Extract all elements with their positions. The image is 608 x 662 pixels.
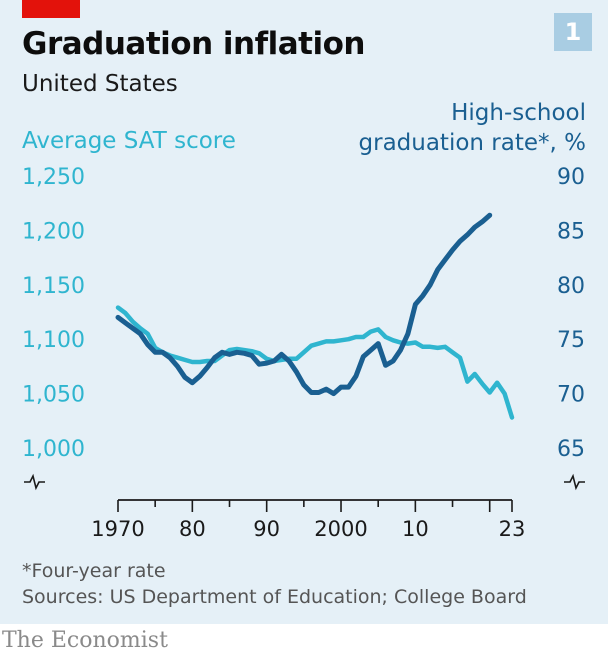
- chart-subtitle: United States: [22, 71, 178, 97]
- left-tick-label: 1,150: [22, 274, 85, 299]
- chart-title: Graduation inflation: [22, 26, 365, 62]
- series-lines: [115, 212, 515, 420]
- left-tick-label: 1,050: [22, 383, 85, 408]
- x-axis: 1970 80 90 2000 10 23: [91, 499, 526, 541]
- x-tick-label: 90: [253, 517, 280, 541]
- left-tick-label: 1,250: [22, 165, 85, 190]
- right-tick-label: 85: [557, 219, 585, 244]
- right-axis-label-line1: High-school: [451, 100, 586, 126]
- dual-axis-line-chart: 1,250 1,200 1,150 1,100 1,050 1,000 90 85 80 75 7…: [22, 165, 585, 541]
- x-tick-label: 80: [179, 517, 206, 541]
- graduation-rate-line: [115, 212, 493, 397]
- left-tick-label: 1,100: [22, 328, 85, 353]
- x-tick-label: 2000: [314, 517, 367, 541]
- left-tick-label: 1,000: [22, 437, 85, 462]
- chart-number-badge: 1: [554, 13, 592, 51]
- right-axis-label: High-school graduation rate*, %: [359, 98, 586, 158]
- right-axis-ticks: 90 85 80 75 70 65: [557, 165, 585, 462]
- footnote: *Four-year rate: [22, 560, 166, 582]
- right-axis-label-line2: graduation rate*, %: [358, 130, 586, 156]
- sat-score-line: [115, 305, 515, 420]
- x-tick-label: 10: [402, 517, 429, 541]
- left-tick-label: 1,200: [22, 219, 85, 244]
- axis-break-icon: [564, 473, 585, 491]
- x-tick-label: 1970: [91, 517, 144, 541]
- right-tick-label: 90: [557, 165, 585, 190]
- footer-bar: The Economist: [0, 624, 608, 662]
- brand-red-tab: [22, 0, 80, 18]
- left-axis-label: Average SAT score: [22, 128, 236, 154]
- axis-break-icon: [24, 473, 45, 491]
- economist-logo: The Economist: [2, 628, 168, 653]
- x-tick-label: 23: [499, 517, 526, 541]
- axis-break-symbols: [24, 473, 585, 491]
- right-tick-label: 75: [557, 328, 585, 353]
- right-tick-label: 80: [557, 274, 585, 299]
- sources-note: Sources: US Department of Education; Col…: [22, 586, 527, 608]
- left-axis-ticks: 1,250 1,200 1,150 1,100 1,050 1,000: [22, 165, 85, 462]
- right-tick-label: 70: [557, 383, 585, 408]
- right-tick-label: 65: [557, 437, 585, 462]
